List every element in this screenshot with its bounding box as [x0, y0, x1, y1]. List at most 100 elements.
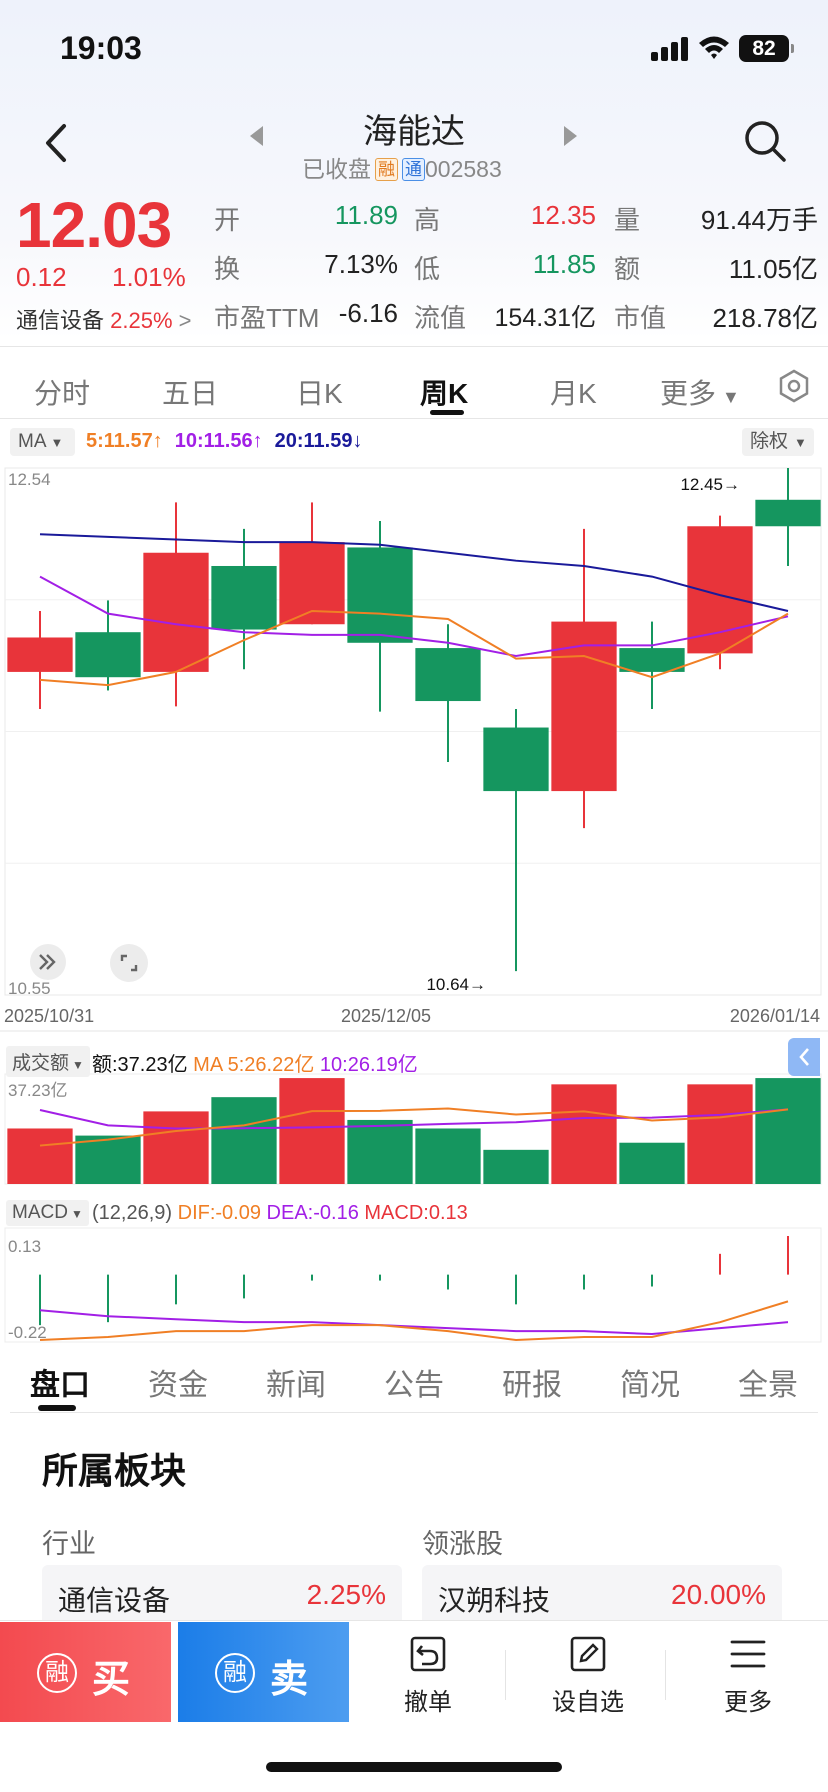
down-arrow-icon: ↓	[352, 430, 363, 452]
macd-min-label: -0.22	[8, 1323, 47, 1342]
stat-market-cap-value: 218.78亿	[712, 303, 818, 333]
macd-max-label: 0.13	[8, 1237, 41, 1256]
x-mid-label: 2025/12/05	[341, 1006, 431, 1026]
stat-low-label: 低	[414, 254, 441, 284]
stat-turnover-value: 7.13%	[324, 249, 398, 279]
tab-announcements[interactable]: 公告	[384, 1369, 444, 1402]
tab-profile[interactable]: 简况	[620, 1369, 680, 1402]
macd-selector[interactable]: MACD ▼	[6, 1200, 89, 1226]
action-separator	[665, 1650, 666, 1700]
tab-more[interactable]: 更多 ▼	[660, 372, 740, 412]
margin-icon: 融	[215, 1653, 255, 1693]
adjust-selector[interactable]: 除权 ▼	[742, 428, 814, 456]
back-arrow-icon[interactable]	[38, 118, 78, 168]
volume-ma10: 10:26.19亿	[319, 1054, 418, 1076]
add-watchlist-button[interactable]: 设自选	[528, 1634, 648, 1724]
tab-handicap[interactable]: 盘口	[30, 1369, 90, 1402]
last-price: 12.03	[16, 189, 172, 261]
sell-button[interactable]: 融 卖	[178, 1622, 349, 1722]
indicator-selector[interactable]: MA ▼	[10, 428, 75, 456]
cellular-signal-icon	[651, 37, 691, 61]
candle-body	[483, 727, 549, 792]
cancel-order-button[interactable]: 撤单	[368, 1634, 488, 1724]
y-max-label: 12.54	[8, 470, 51, 489]
adjust-selector-label: 除权	[750, 431, 789, 452]
buy-button[interactable]: 融 买	[0, 1622, 171, 1722]
volume-bar	[551, 1084, 617, 1184]
sector-link[interactable]: 通信设备 2.25% >	[16, 303, 192, 335]
industry-card[interactable]: 通信设备 2.25%	[42, 1565, 402, 1627]
volume-bar	[755, 1078, 821, 1184]
side-panel-toggle[interactable]	[788, 1038, 820, 1076]
price-change: 0.12	[16, 262, 67, 292]
tab-funds[interactable]: 资金	[148, 1369, 208, 1402]
up-arrow-icon: ↑	[152, 430, 163, 452]
volume-legend: 额:37.23亿 MA 5:26.22亿 10:26.19亿	[92, 1048, 418, 1077]
tabs-divider	[0, 418, 828, 419]
y-min-label: 10.55	[8, 979, 51, 998]
action-separator	[505, 1650, 506, 1700]
tab-monthly-k[interactable]: 月K	[550, 378, 597, 409]
connect-badge: 通	[402, 158, 425, 181]
chevron-right-icon: >	[178, 308, 192, 333]
volume-ma5: MA 5:26.22亿	[193, 1054, 315, 1076]
sector-block-title: 所属板块	[42, 1450, 187, 1491]
kline-chart[interactable]: 12.54 10.55 12.45→ 10.64→ 2025/10/31 2025/12/…	[0, 465, 828, 1345]
tab-research[interactable]: 研报	[502, 1369, 562, 1402]
volume-bar	[619, 1142, 685, 1184]
candle-body	[7, 637, 73, 672]
candle-body	[619, 648, 685, 672]
stat-pe-label: 市盈TTM	[214, 303, 320, 333]
macd-dea-line	[39, 1309, 789, 1336]
industry-header: 行业	[42, 1529, 96, 1559]
tab-five-day[interactable]: 五日	[162, 378, 219, 409]
volume-bar	[483, 1149, 549, 1184]
stat-float-cap-label: 流值	[414, 303, 467, 333]
tab-news[interactable]: 新闻	[266, 1369, 326, 1402]
leader-pct: 20.00%	[671, 1579, 766, 1610]
caret-down-icon: ▼	[50, 435, 64, 450]
low-marker: 10.64→	[426, 975, 486, 994]
ma-legend: 5:11.57↑ 10:11.56↑ 20:11.59↓	[86, 430, 362, 453]
candle-body	[211, 565, 277, 630]
add-watchlist-label: 设自选	[552, 1689, 624, 1716]
chart-settings-icon[interactable]	[776, 368, 812, 404]
volume-selector[interactable]: 成交额 ▼	[6, 1046, 90, 1077]
ma20-line	[39, 533, 789, 612]
fullscreen-icon[interactable]	[110, 944, 148, 982]
macd-dif-line	[39, 1300, 789, 1342]
stat-low-value: 11.85	[532, 249, 596, 279]
wifi-icon	[699, 36, 729, 59]
indicator-selector-label: MA	[18, 431, 47, 452]
more-button[interactable]: 更多	[688, 1634, 808, 1724]
next-stock-icon[interactable]	[564, 126, 577, 146]
menu-icon	[730, 1640, 766, 1668]
volume-bar	[211, 1097, 277, 1184]
tab-panorama[interactable]: 全景	[738, 1369, 798, 1402]
industry-pct: 2.25%	[306, 1579, 386, 1610]
search-icon[interactable]	[742, 118, 788, 164]
sector-pct: 2.25%	[110, 308, 173, 333]
tab-daily-k[interactable]: 日K	[296, 378, 343, 409]
volume-bar	[7, 1128, 73, 1184]
caret-down-icon: ▼	[794, 435, 807, 450]
prev-stock-icon[interactable]	[250, 126, 263, 146]
leader-card[interactable]: 汉朔科技 20.00%	[422, 1565, 782, 1627]
up-arrow-icon: ↑	[252, 430, 263, 452]
stock-code: 002583	[425, 156, 502, 182]
candle-body	[347, 547, 413, 643]
caret-down-icon: ▼	[70, 1207, 83, 1221]
volume-max-label: 37.23亿	[8, 1081, 68, 1100]
tab-weekly-k[interactable]: 周K	[420, 378, 469, 409]
leader-header: 领涨股	[422, 1529, 503, 1559]
buy-label: 买	[92, 1659, 131, 1701]
candle-body	[75, 632, 141, 678]
volume-selector-label: 成交额	[12, 1053, 70, 1074]
stat-amount-value: 11.05亿	[728, 254, 818, 284]
volume-bar	[687, 1084, 753, 1184]
tab-intraday[interactable]: 分时	[34, 378, 91, 409]
expand-icon[interactable]	[30, 944, 66, 980]
home-indicator	[266, 1762, 562, 1772]
quote-divider	[0, 346, 828, 347]
candle-body	[415, 648, 481, 702]
